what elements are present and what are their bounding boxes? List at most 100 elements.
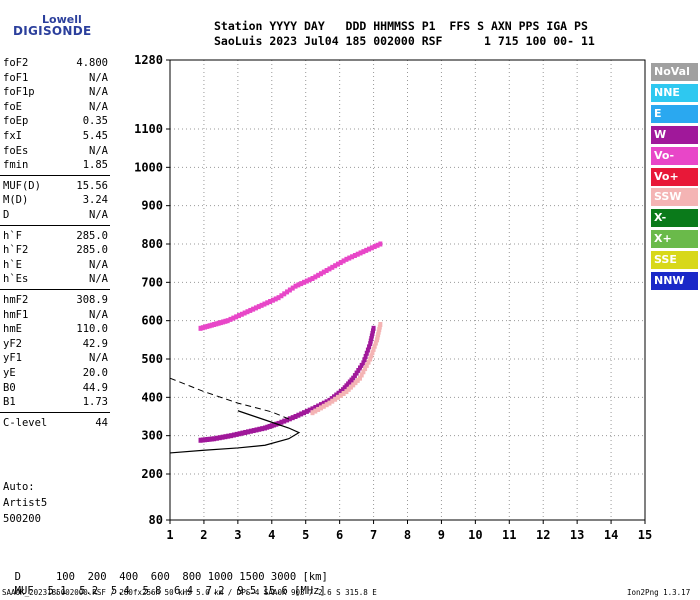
echo-point	[372, 343, 377, 349]
echo-point	[369, 245, 374, 251]
lowell-logo-text: Lowell	[42, 13, 82, 26]
echo-point	[220, 434, 225, 440]
echo-point	[285, 289, 290, 295]
legend-item: SSW	[651, 188, 698, 207]
echo-point	[363, 366, 368, 372]
echo-point	[350, 254, 355, 260]
parameter-name: yF1	[3, 352, 22, 365]
echo-point	[371, 328, 376, 334]
parameter-name: h`F2	[3, 244, 29, 257]
parameter-value: 42.9	[82, 337, 108, 350]
x-tick-label: 14	[604, 528, 618, 542]
parameter-row: fxI 5.45	[3, 129, 108, 143]
parameter-row: hmF1 N/A	[3, 308, 108, 322]
echo-point	[307, 277, 312, 283]
y-tick-label: 1100	[134, 122, 163, 136]
legend-item: X+	[651, 230, 698, 249]
header-columns: Station YYYY DAY DDD HHMMSS P1 FFS S AXN…	[214, 19, 588, 33]
echo-point	[359, 372, 364, 378]
parameter-name: M(D)	[3, 194, 29, 207]
x-tick-label: 3	[234, 528, 241, 542]
echo-point	[216, 320, 221, 326]
echo-point	[341, 391, 346, 396]
echo-point	[321, 403, 326, 409]
echo-point	[327, 266, 332, 272]
parameter-name: B0	[3, 381, 16, 394]
echo-point	[371, 346, 376, 352]
echo-point	[299, 411, 304, 417]
echo-point	[287, 287, 292, 293]
x-tick-label: 8	[404, 528, 411, 542]
parameter-row: h`F2 285.0	[3, 243, 108, 257]
echo-point	[352, 373, 357, 379]
echo-point	[365, 347, 370, 353]
echo-point	[236, 313, 241, 319]
legend-item: Vo-	[651, 146, 698, 165]
echo-point	[290, 415, 295, 421]
x-tick-label: 11	[502, 528, 516, 542]
echo-point	[358, 365, 362, 371]
echo-point	[335, 394, 340, 400]
y-tick-label: 400	[141, 390, 163, 404]
footer-version: Ion2Png 1.3.17	[627, 588, 691, 597]
echo-point	[376, 332, 381, 338]
panel-separator	[0, 411, 110, 413]
autoscale-label: Auto:	[3, 481, 35, 493]
echo-point	[324, 399, 329, 405]
footer-info: SAA0K_2023185002000.RSF / 280fx256h 50 k…	[2, 588, 377, 597]
digisonde-logo-text: DIGISONDE	[13, 24, 92, 38]
legend-item: NNW	[651, 272, 698, 290]
parameter-row: D N/A	[3, 208, 108, 222]
muf-row: MUF 5.1 5.2 5.4 5.8 6.4 7.2 9.5 15.6 [MHz…	[2, 573, 326, 597]
echo-point	[313, 404, 318, 410]
echo-point	[338, 260, 343, 266]
echo-point	[296, 412, 301, 418]
legend-item: NNE	[651, 83, 698, 102]
echo-point	[376, 329, 381, 335]
echo-point	[329, 396, 334, 402]
parameter-row: yF2 42.9	[3, 337, 108, 351]
echo-point	[231, 315, 236, 321]
echo-point	[251, 306, 256, 312]
echo-point	[207, 323, 212, 329]
echo-point	[378, 322, 383, 327]
echo-point	[324, 268, 329, 274]
y-tick-label: 200	[141, 467, 163, 481]
parameter-name: hmF2	[3, 294, 29, 306]
echo-point	[257, 426, 262, 432]
echo-point	[242, 310, 247, 316]
echo-point	[226, 433, 231, 439]
parameter-value: 44	[95, 416, 108, 429]
y-tick-label: 800	[141, 237, 163, 251]
echo-point	[313, 274, 318, 280]
echo-point	[276, 420, 281, 426]
echo-point	[321, 269, 326, 275]
echo-point	[316, 406, 321, 412]
echo-point	[367, 246, 372, 252]
parameter-row: foEp 0.35	[3, 114, 108, 128]
parameter-row: MUF(D) 15.56	[3, 179, 108, 193]
parameter-value: N/A	[89, 352, 108, 365]
echo-point	[338, 392, 343, 398]
y-tick-label: 300	[141, 429, 163, 443]
echo-point	[368, 341, 373, 347]
echo-point	[307, 407, 312, 413]
echo-point	[214, 435, 219, 441]
echo-point	[302, 410, 307, 416]
echo-point	[346, 386, 351, 392]
echo-point	[302, 279, 307, 285]
echo-point	[209, 436, 214, 442]
parameter-name: h`F	[3, 229, 22, 242]
parameter-name: hmF1	[3, 308, 29, 321]
echo-point	[361, 360, 366, 366]
parameter-name: fxI	[3, 130, 22, 142]
echo-point	[336, 390, 341, 396]
plot-frame	[169, 59, 646, 521]
echo-point	[209, 322, 214, 328]
y-tick-label: 700	[141, 275, 163, 289]
echo-point	[370, 350, 375, 356]
echo-point	[358, 250, 363, 256]
echo-point	[338, 388, 343, 394]
echo-point	[369, 333, 374, 339]
parameter-name: foE	[3, 100, 22, 113]
